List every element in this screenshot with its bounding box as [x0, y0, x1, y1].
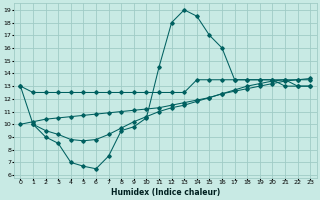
X-axis label: Humidex (Indice chaleur): Humidex (Indice chaleur) [111, 188, 220, 197]
